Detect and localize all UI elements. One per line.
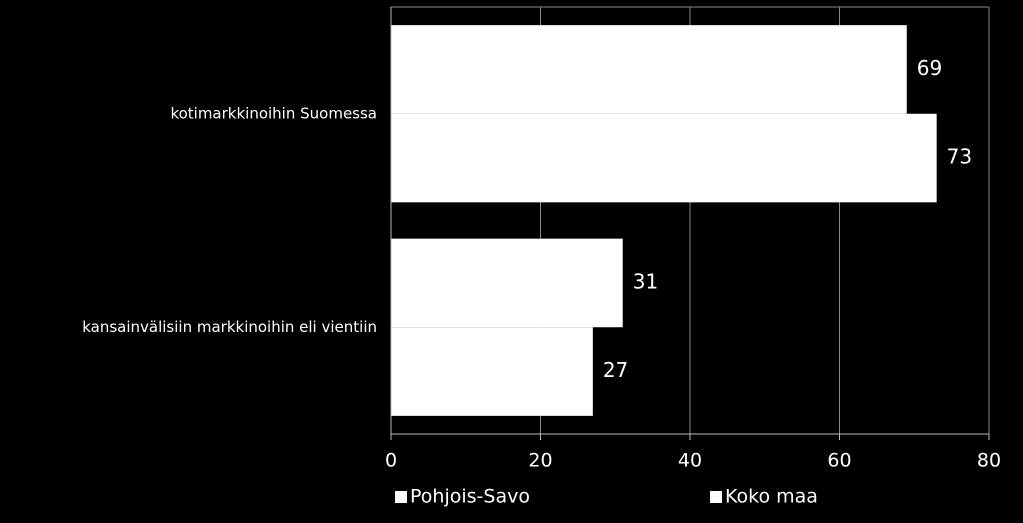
x-tick-label: 20 bbox=[528, 450, 552, 472]
x-tick-label: 80 bbox=[977, 450, 1001, 472]
value-label: 69 bbox=[917, 56, 942, 80]
legend-label: Pohjois-Savo bbox=[410, 486, 530, 508]
bar bbox=[391, 238, 623, 328]
category-label: kotimarkkinoihin Suomessa bbox=[170, 104, 377, 122]
x-tick-label: 40 bbox=[678, 450, 702, 472]
value-label: 73 bbox=[947, 145, 972, 169]
x-tick-label: 60 bbox=[827, 450, 851, 472]
value-label: 27 bbox=[603, 358, 628, 382]
legend-swatch bbox=[395, 491, 407, 503]
bar bbox=[391, 25, 907, 114]
category-label: kansainvälisiin markkinoihin eli vientii… bbox=[82, 318, 377, 336]
value-label: 31 bbox=[633, 269, 658, 293]
x-tick-label: 0 bbox=[385, 450, 397, 472]
legend-label: Koko maa bbox=[725, 486, 818, 508]
bar bbox=[391, 327, 593, 416]
legend-swatch bbox=[710, 491, 722, 503]
bar bbox=[391, 113, 937, 203]
